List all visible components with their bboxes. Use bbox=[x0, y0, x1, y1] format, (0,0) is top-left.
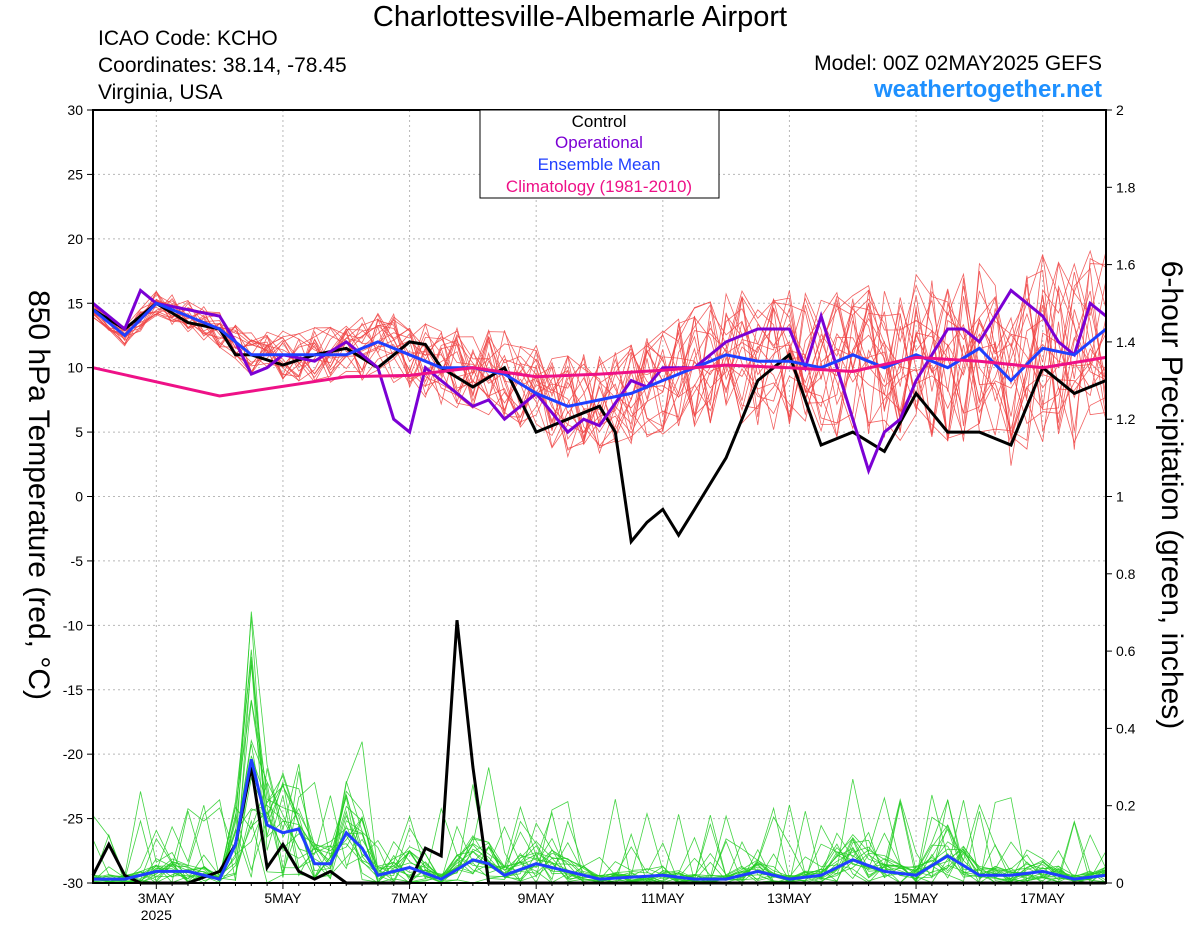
temp-member-line bbox=[92, 267, 1107, 459]
y2-tick-label: 2 bbox=[1116, 102, 1124, 118]
y-tick-label: 10 bbox=[67, 360, 83, 376]
y-tick-label: 5 bbox=[75, 424, 83, 440]
legend-entry-climatology: Climatology (1981-2010) bbox=[506, 177, 692, 196]
precip-series-ensemble-mean bbox=[93, 758, 1107, 881]
temp-member-line bbox=[92, 254, 1107, 446]
y-tick-label: 30 bbox=[67, 102, 83, 118]
y2-tick-label: 0.6 bbox=[1116, 643, 1136, 659]
y-tick-label: -25 bbox=[63, 811, 83, 827]
temp-series-control bbox=[92, 301, 1107, 546]
region: Virginia, USA bbox=[98, 81, 223, 104]
site-link[interactable]: weathertogether.net bbox=[873, 76, 1102, 103]
x-tick-label: 13MAY bbox=[767, 890, 813, 906]
y-tick-label: -20 bbox=[63, 746, 83, 762]
y-tick-label: -15 bbox=[63, 682, 83, 698]
y2-tick-label: 0.4 bbox=[1116, 720, 1136, 736]
temp-series-operational bbox=[92, 287, 1107, 476]
y2-tick-label: 0 bbox=[1116, 875, 1124, 891]
temp-member-line bbox=[92, 284, 1107, 439]
legend: Control Operational Ensemble Mean Climat… bbox=[479, 109, 720, 199]
x-tick-label: 17MAY bbox=[1020, 890, 1066, 906]
model-run: Model: 00Z 02MAY2025 GEFS bbox=[814, 52, 1102, 75]
x-tick-label: 7MAY bbox=[391, 890, 429, 906]
y-tick-label: 15 bbox=[67, 295, 83, 311]
temp-member-line bbox=[92, 294, 1107, 442]
temp-series-climatology-1981-2010 bbox=[92, 355, 1107, 398]
legend-entry-operational: Operational bbox=[555, 133, 643, 152]
y2-tick-label: 1 bbox=[1116, 489, 1124, 505]
x-tick-label: 5MAY bbox=[264, 890, 302, 906]
icao-code: ICAO Code: KCHO bbox=[98, 27, 278, 50]
page-title: Charlottesville-Albemarle Airport bbox=[372, 1, 788, 33]
x-tick-label: 11MAY bbox=[641, 890, 685, 906]
x-tick-label: 15MAY bbox=[894, 890, 940, 906]
temp-member-line bbox=[92, 279, 1107, 447]
y-tick-label: 20 bbox=[67, 231, 83, 247]
precip-member-line bbox=[92, 755, 1107, 883]
legend-entry-ensemble-mean: Ensemble Mean bbox=[538, 155, 661, 174]
y2-tick-label: 1.6 bbox=[1116, 257, 1136, 273]
y-tick-label: -5 bbox=[71, 553, 84, 569]
legend-box bbox=[479, 109, 720, 199]
y-tick-label: 0 bbox=[75, 489, 83, 505]
temp-member-line bbox=[92, 269, 1107, 449]
precip-member-line bbox=[92, 797, 1107, 884]
right-axis-title: 6-hour Precipitation (green, inches) bbox=[1155, 261, 1188, 730]
y2-tick-label: 1.4 bbox=[1116, 334, 1136, 350]
legend-entry-control: Control bbox=[572, 112, 627, 131]
y2-tick-label: 1.8 bbox=[1116, 179, 1136, 195]
x-tick-label: 9MAY bbox=[518, 890, 556, 906]
coordinates: Coordinates: 38.14, -78.45 bbox=[98, 54, 347, 77]
x-tick-label: 3MAY bbox=[138, 890, 176, 906]
y-tick-label: 25 bbox=[67, 166, 83, 182]
y-tick-label: -30 bbox=[63, 875, 83, 891]
y2-tick-label: 0.8 bbox=[1116, 566, 1136, 582]
y-tick-label: -10 bbox=[63, 617, 83, 633]
x-tick-sublabel: 2025 bbox=[141, 907, 172, 923]
left-axis-title: 850 hPa Temperature (red, °C) bbox=[22, 290, 55, 700]
y2-tick-label: 0.2 bbox=[1116, 798, 1136, 814]
y2-tick-label: 1.2 bbox=[1116, 411, 1136, 427]
temp-series-ensemble-mean bbox=[92, 301, 1107, 408]
axes-layer: 302520151050-5-10-15-20-25-3021.81.61.41… bbox=[63, 102, 1136, 923]
